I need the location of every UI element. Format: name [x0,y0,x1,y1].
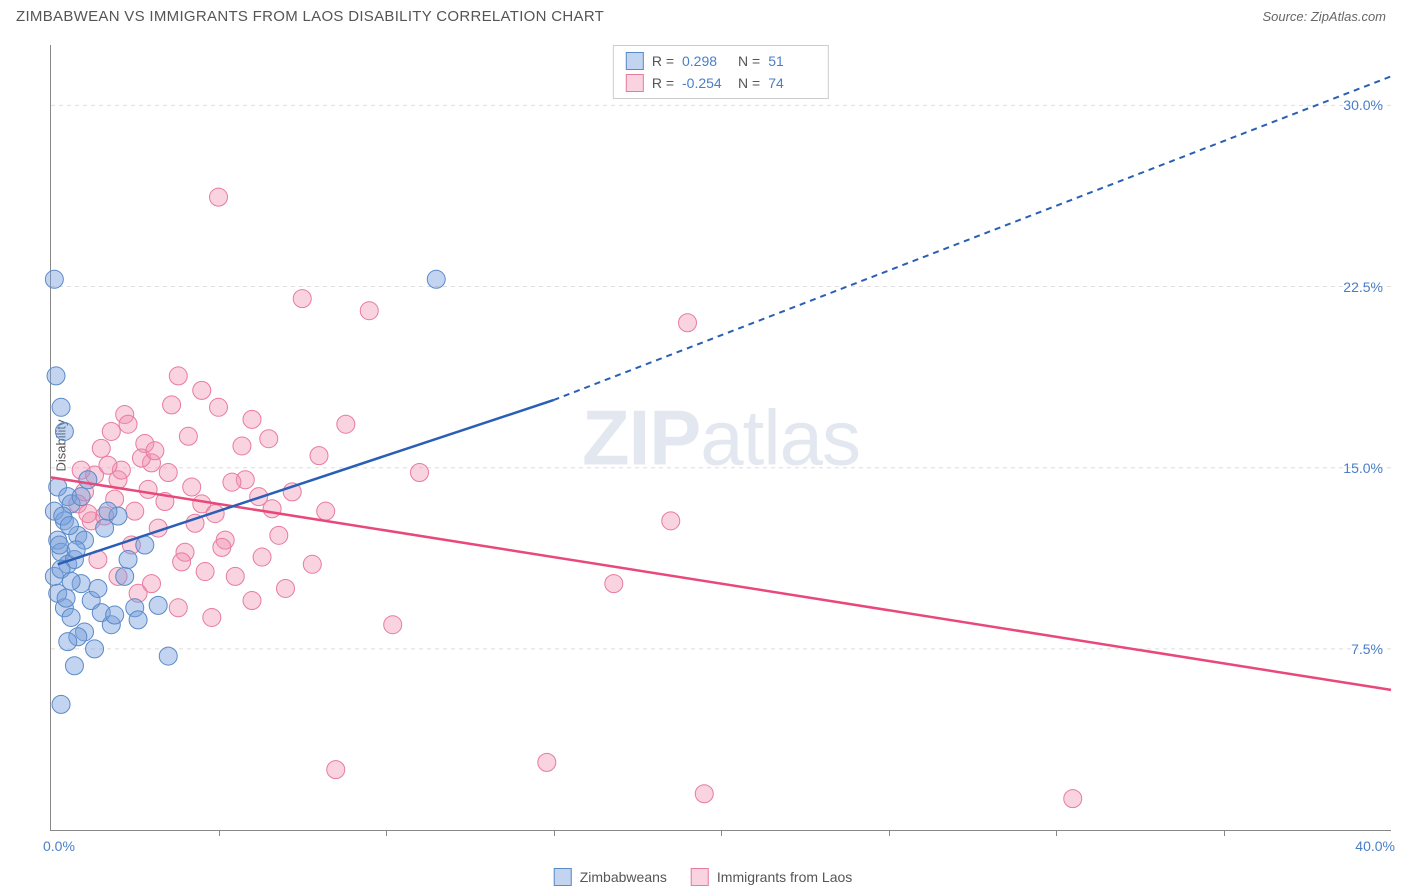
series-label-2: Immigrants from Laos [717,869,852,885]
series-legend-item-2: Immigrants from Laos [691,868,852,886]
x-tick-mark [386,830,387,836]
y-tick-label: 15.0% [1343,460,1383,476]
legend-swatch-2 [626,74,644,92]
x-tick-mark [889,830,890,836]
chart-header: ZIMBABWEAN VS IMMIGRANTS FROM LAOS DISAB… [0,0,1406,29]
x-tick-label-max: 40.0% [1355,838,1395,854]
x-tick-mark [721,830,722,836]
legend-n-label-2: N = [738,75,760,91]
chart-svg [51,45,1391,830]
legend-r-label-1: R = [652,53,674,69]
series-label-1: Zimbabweans [580,869,667,885]
correlation-legend-row-1: R = 0.298 N = 51 [626,50,816,72]
x-tick-mark [219,830,220,836]
series-legend-item-1: Zimbabweans [554,868,667,886]
series-swatch-1 [554,868,572,886]
y-tick-label: 22.5% [1343,279,1383,295]
legend-r-value-2: -0.254 [682,75,730,91]
series-legend: Zimbabweans Immigrants from Laos [554,868,853,886]
legend-n-label-1: N = [738,53,760,69]
gridlines [51,105,1391,648]
y-tick-label: 30.0% [1343,97,1383,113]
legend-n-value-2: 74 [768,75,816,91]
y-tick-label: 7.5% [1351,641,1383,657]
correlation-legend: R = 0.298 N = 51 R = -0.254 N = 74 [613,45,829,99]
scatter-series-1 [45,270,445,713]
x-tick-mark [1056,830,1057,836]
scatter-series-2 [69,188,1082,807]
legend-swatch-1 [626,52,644,70]
legend-r-value-1: 0.298 [682,53,730,69]
legend-n-value-1: 51 [768,53,816,69]
chart-plot-area: Disability ZIPatlas R = 0.298 N = 51 R =… [50,45,1391,831]
chart-title: ZIMBABWEAN VS IMMIGRANTS FROM LAOS DISAB… [16,8,604,25]
x-tick-mark [1224,830,1225,836]
correlation-legend-row-2: R = -0.254 N = 74 [626,72,816,94]
x-tick-label-min: 0.0% [43,838,75,854]
x-tick-mark [554,830,555,836]
chart-source: Source: ZipAtlas.com [1262,9,1386,24]
series-swatch-2 [691,868,709,886]
legend-r-label-2: R = [652,75,674,91]
